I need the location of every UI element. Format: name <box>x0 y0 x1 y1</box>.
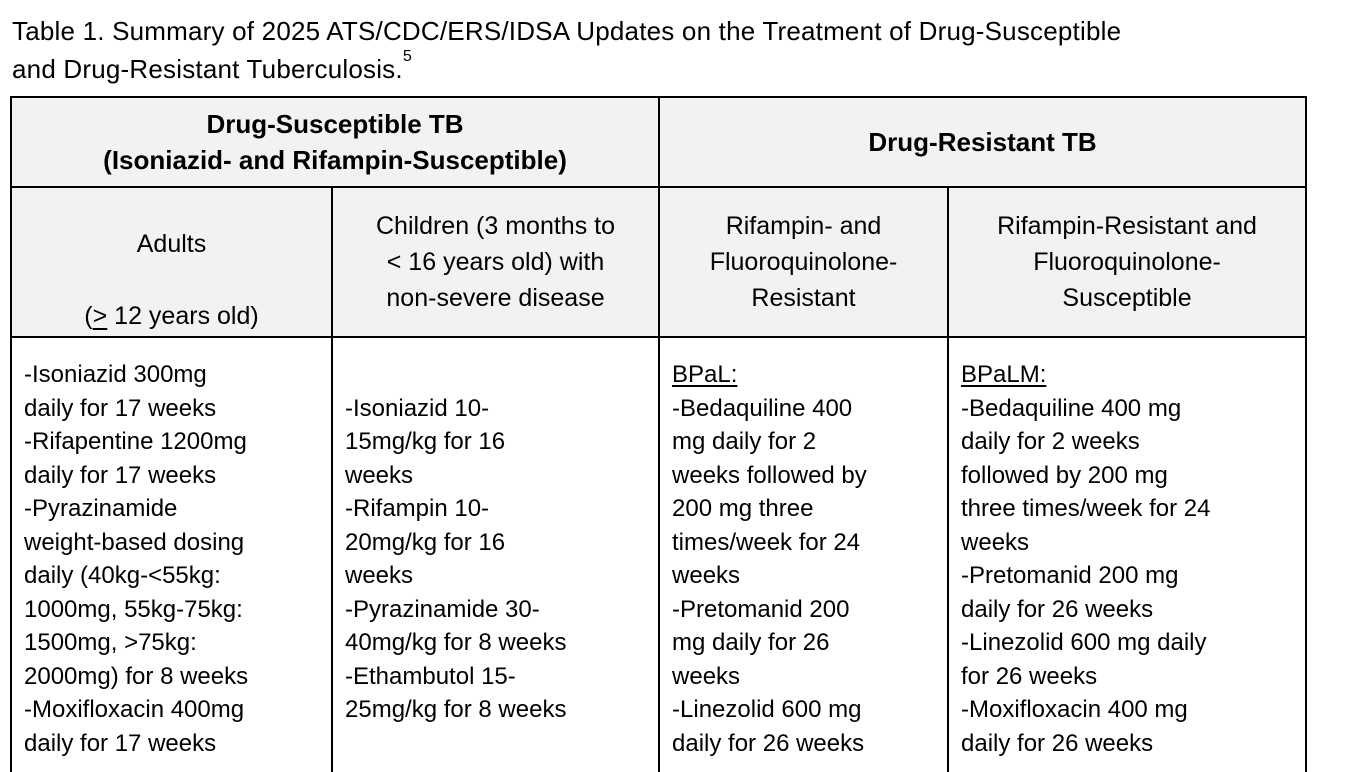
regimen-row: -Isoniazid 300mg daily for 17 weeks -Rif… <box>10 336 1308 772</box>
column-header-adults: Adults (> 12 years old) <box>10 186 333 338</box>
column-header-rifampin-fluoroquinolone-resistant: Rifampin- and Fluoroquinolone- Resistant <box>658 186 950 338</box>
adults-age-rest: 12 years old) <box>107 302 259 330</box>
adults-age-open-paren: ( <box>84 302 93 330</box>
column-header-row: Adults (> 12 years old) Children (3 mont… <box>10 186 1308 338</box>
table-title-line2: and Drug-Resistant Tuberculosis.5 <box>12 47 1360 88</box>
cell-bpal-regimen: BPaL: -Bedaquiline 400 mg daily for 2 we… <box>658 336 950 772</box>
group-header-drug-susceptible-tb: Drug-Susceptible TB (Isoniazid- and Rifa… <box>9 96 661 188</box>
cell-adults-regimen: -Isoniazid 300mg daily for 17 weeks -Rif… <box>10 336 333 772</box>
group-header-drug-resistant-tb: Drug-Resistant TB <box>658 96 1308 188</box>
greater-equal-symbol: > <box>92 302 108 330</box>
column-header-rifampin-resistant-fluoroquinolone-susceptible: Rifampin-Resistant and Fluoroquinolone- … <box>947 186 1308 338</box>
table-title-line1: Table 1. Summary of 2025 ATS/CDC/ERS/IDS… <box>12 16 1122 46</box>
bpal-regimen-text: -Bedaquiline 400 mg daily for 2 weeks fo… <box>672 394 867 757</box>
cell-bpalm-regimen: BPaLM: -Bedaquiline 400 mg daily for 2 w… <box>947 336 1308 772</box>
bpal-heading: BPaL: <box>672 361 738 388</box>
bpalm-regimen-text: -Bedaquiline 400 mg daily for 2 weeks fo… <box>961 394 1211 757</box>
tb-treatment-summary-table: Drug-Susceptible TB (Isoniazid- and Rifa… <box>9 96 1308 772</box>
group-header-row: Drug-Susceptible TB (Isoniazid- and Rifa… <box>9 96 1308 188</box>
cell-children-regimen: -Isoniazid 10- 15mg/kg for 16 weeks -Rif… <box>330 336 661 772</box>
adults-age-range: (> 12 years old) <box>84 302 258 330</box>
column-header-children: Children (3 months to < 16 years old) wi… <box>330 186 661 338</box>
adults-label: Adults <box>136 230 207 258</box>
table-title-line2-text: and Drug-Resistant Tuberculosis. <box>12 54 403 84</box>
children-regimen-text: -Isoniazid 10- 15mg/kg for 16 weeks -Rif… <box>345 394 567 724</box>
footnote-reference: 5 <box>402 47 412 66</box>
table-title: Table 1. Summary of 2025 ATS/CDC/ERS/IDS… <box>12 12 1360 88</box>
adults-regimen-text: -Isoniazid 300mg daily for 17 weeks -Rif… <box>24 361 249 757</box>
bpalm-heading: BPaLM: <box>961 361 1047 388</box>
